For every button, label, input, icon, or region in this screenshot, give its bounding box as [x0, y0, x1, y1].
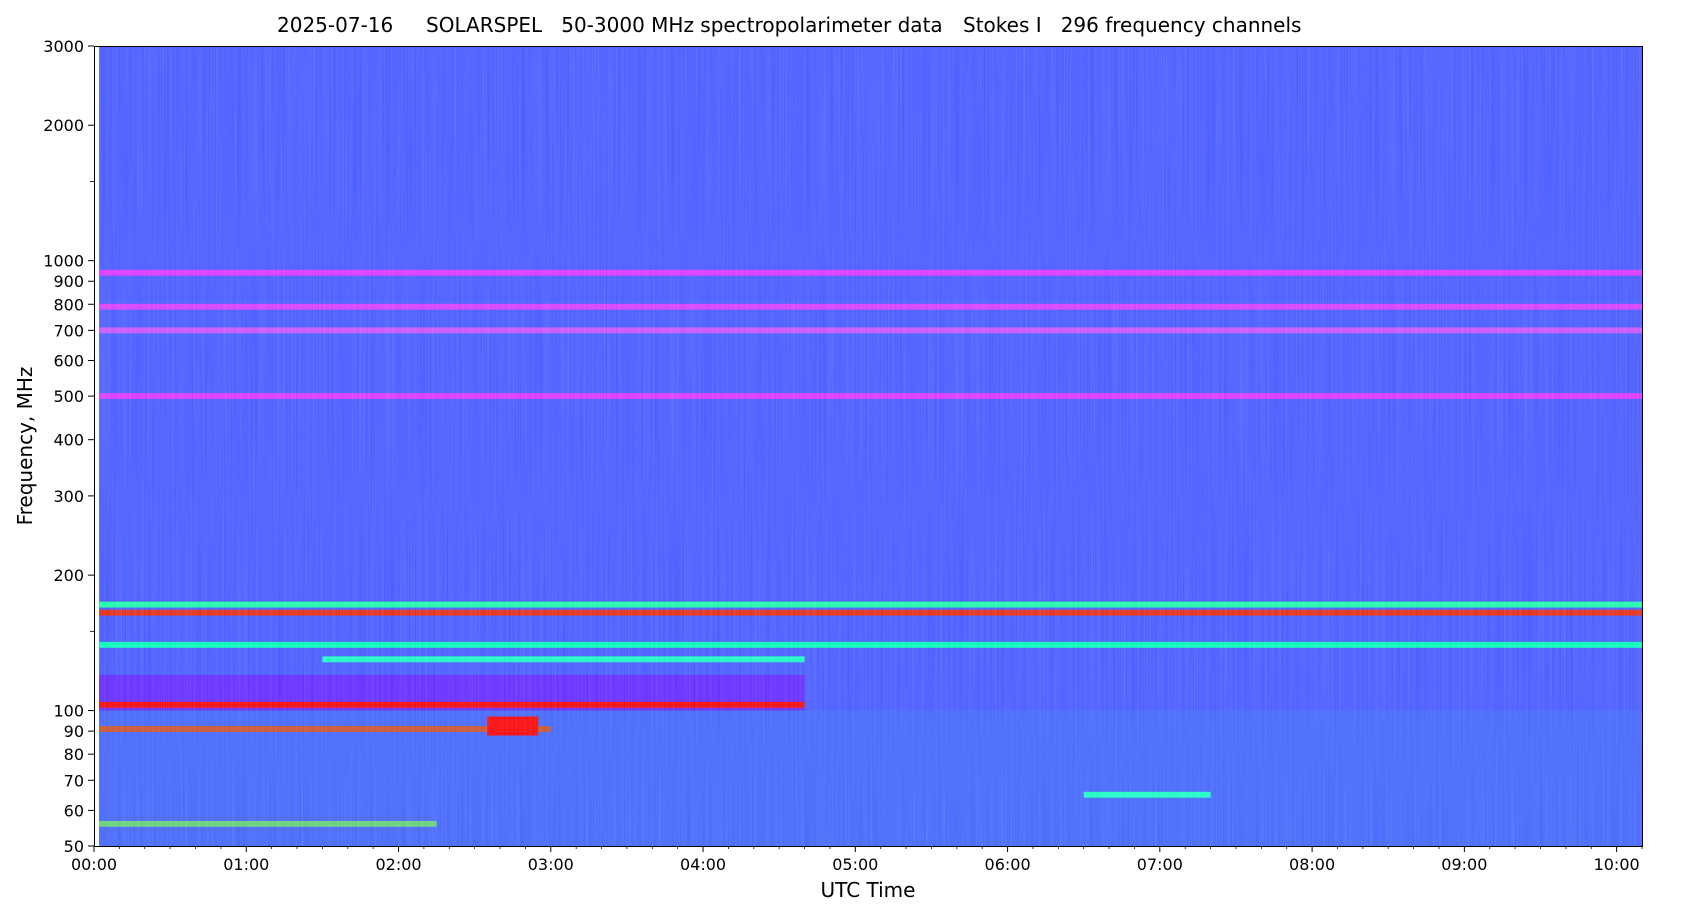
y-tick-label: 70 — [64, 771, 84, 790]
heatmap-noise-texture — [99, 46, 1642, 846]
y-tick-label: 100 — [53, 702, 84, 721]
title-instrument: SOLARSPEL 50-3000 MHz spectropolarimeter… — [426, 13, 943, 37]
x-tick-label: 06:00 — [985, 855, 1031, 874]
x-axis-label: UTC Time — [821, 878, 916, 902]
x-tick-label: 08:00 — [1289, 855, 1335, 874]
y-tick-label: 700 — [53, 321, 84, 340]
x-tick-label: 10:00 — [1594, 855, 1640, 874]
y-tick-label: 600 — [53, 351, 84, 370]
title-date: 2025-07-16 — [277, 13, 394, 37]
y-tick-label: 2000 — [43, 116, 84, 135]
y-tick-label: 1000 — [43, 252, 84, 271]
title-stokes: Stokes I 296 frequency channels — [963, 13, 1302, 37]
y-tick-label: 200 — [53, 566, 84, 585]
chart-title: 2025-07-16 SOLARSPEL 50-3000 MHz spectro… — [0, 13, 1687, 41]
x-tick-label: 01:00 — [223, 855, 269, 874]
spectrogram-heatmap — [99, 46, 1642, 846]
axes-frame — [94, 46, 1643, 847]
x-tick-label: 03:00 — [528, 855, 574, 874]
x-tick-label: 05:00 — [832, 855, 878, 874]
y-tick-label: 400 — [53, 431, 84, 450]
y-tick-label: 3000 — [43, 37, 84, 56]
y-tick-label: 90 — [64, 722, 84, 741]
x-tick-label: 04:00 — [680, 855, 726, 874]
y-tick-label: 500 — [53, 387, 84, 406]
x-tick-label: 00:00 — [71, 855, 117, 874]
y-axis-label: Frequency, MHz — [13, 367, 37, 526]
y-tick-label: 80 — [64, 745, 84, 764]
x-tick-label: 02:00 — [375, 855, 421, 874]
y-tick-label: 800 — [53, 295, 84, 314]
x-tick-label: 07:00 — [1137, 855, 1183, 874]
y-tick-label: 50 — [64, 837, 84, 856]
x-axis: 00:00 01:00 02:00 03:00 04:00 05:00 06:00 07:00… — [71, 846, 1643, 874]
y-tick-label: 300 — [53, 487, 84, 506]
x-tick-label: 09:00 — [1441, 855, 1487, 874]
y-tick-label: 60 — [64, 801, 84, 820]
y-tick-label: 900 — [53, 272, 84, 291]
